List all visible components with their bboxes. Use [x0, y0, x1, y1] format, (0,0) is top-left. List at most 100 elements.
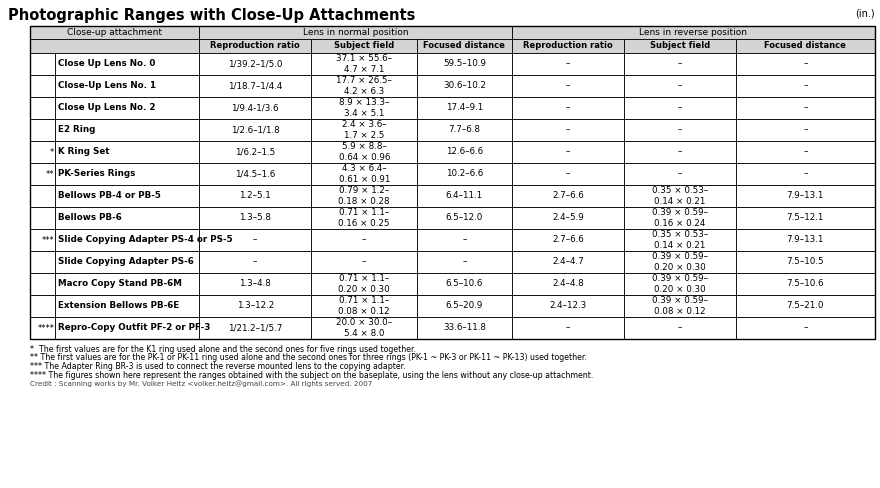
Text: Subject field: Subject field: [649, 41, 710, 50]
Bar: [417, 39, 511, 53]
Text: 8.9 × 13.3–
3.4 × 5.1: 8.9 × 13.3– 3.4 × 5.1: [339, 98, 389, 118]
Text: Reproduction ratio: Reproduction ratio: [210, 41, 300, 50]
Bar: [312, 251, 417, 273]
Text: Macro Copy Stand PB-6M: Macro Copy Stand PB-6M: [58, 280, 182, 288]
Text: 7.7–6.8: 7.7–6.8: [448, 125, 480, 135]
Bar: [736, 39, 875, 53]
Bar: [30, 163, 55, 185]
Bar: [417, 97, 511, 119]
Bar: [55, 141, 199, 163]
Text: *  The first values are for the K1 ring used alone and the second ones for five : * The first values are for the K1 ring u…: [30, 345, 416, 354]
Bar: [736, 119, 875, 141]
Text: 0.71 × 1.1–
0.20 × 0.30: 0.71 × 1.1– 0.20 × 0.30: [338, 274, 390, 294]
Text: 7.9–13.1: 7.9–13.1: [787, 191, 824, 201]
Text: –: –: [803, 60, 808, 68]
Bar: [312, 53, 417, 75]
Bar: [55, 53, 199, 75]
Bar: [736, 53, 875, 75]
Text: –: –: [462, 258, 466, 266]
Bar: [511, 295, 624, 317]
Bar: [736, 273, 875, 295]
Text: 17.4–9.1: 17.4–9.1: [445, 103, 483, 113]
Bar: [55, 273, 199, 295]
Bar: [624, 163, 736, 185]
Text: –: –: [566, 324, 570, 332]
Text: Close Up Lens No. 0: Close Up Lens No. 0: [58, 60, 156, 68]
Text: ** The first values are for the PK-1 or PK-11 ring used alone and the second one: ** The first values are for the PK-1 or …: [30, 353, 587, 363]
Bar: [199, 39, 312, 53]
Text: –: –: [566, 169, 570, 179]
Bar: [199, 53, 312, 75]
Text: Extension Bellows PB-6E: Extension Bellows PB-6E: [58, 302, 180, 310]
Text: Slide Copying Adapter PS-6: Slide Copying Adapter PS-6: [58, 258, 194, 266]
Text: Credit : Scanning works by Mr. Volker Heitz <volker.heitz@gmail.com>. All rights: Credit : Scanning works by Mr. Volker He…: [30, 380, 372, 387]
Text: 1/2.6–1/1.8: 1/2.6–1/1.8: [231, 125, 280, 135]
Bar: [511, 185, 624, 207]
Bar: [55, 317, 199, 339]
Text: 2.4–12.3: 2.4–12.3: [549, 302, 586, 310]
Bar: [417, 75, 511, 97]
Text: Lens in normal position: Lens in normal position: [303, 28, 408, 37]
Text: 0.71 × 1.1–
0.08 × 0.12: 0.71 × 1.1– 0.08 × 0.12: [339, 296, 390, 316]
Text: 0.35 × 0.53–
0.14 × 0.21: 0.35 × 0.53– 0.14 × 0.21: [652, 186, 708, 206]
Bar: [417, 207, 511, 229]
Bar: [30, 273, 55, 295]
Text: Focused distance: Focused distance: [423, 41, 505, 50]
Text: 2.4–4.8: 2.4–4.8: [552, 280, 583, 288]
Bar: [312, 119, 417, 141]
Bar: [55, 185, 199, 207]
Bar: [511, 207, 624, 229]
Text: 6.4–11.1: 6.4–11.1: [446, 191, 483, 201]
Bar: [199, 273, 312, 295]
Text: 0.39 × 0.59–
0.08 × 0.12: 0.39 × 0.59– 0.08 × 0.12: [652, 296, 708, 316]
Bar: [199, 229, 312, 251]
Text: 5.9 × 8.8–
0.64 × 0.96: 5.9 × 8.8– 0.64 × 0.96: [339, 142, 390, 162]
Text: –: –: [362, 236, 366, 244]
Text: –: –: [566, 103, 570, 113]
Text: –: –: [803, 81, 808, 90]
Bar: [30, 119, 55, 141]
Text: 1/9.4-1/3.6: 1/9.4-1/3.6: [231, 103, 279, 113]
Text: –: –: [362, 258, 366, 266]
Bar: [624, 185, 736, 207]
Text: 0.79 × 1.2–
0.18 × 0.28: 0.79 × 1.2– 0.18 × 0.28: [339, 186, 390, 206]
Bar: [736, 97, 875, 119]
Bar: [417, 53, 511, 75]
Bar: [199, 26, 511, 39]
Bar: [417, 119, 511, 141]
Bar: [199, 207, 312, 229]
Text: 1/4.5–1.6: 1/4.5–1.6: [235, 169, 275, 179]
Bar: [312, 295, 417, 317]
Bar: [624, 39, 736, 53]
Text: 7.5–21.0: 7.5–21.0: [787, 302, 824, 310]
Text: –: –: [253, 258, 257, 266]
Bar: [312, 97, 417, 119]
Bar: [312, 185, 417, 207]
Text: 37.1 × 55.6–
4.7 × 7.1: 37.1 × 55.6– 4.7 × 7.1: [336, 54, 392, 74]
Bar: [30, 53, 55, 75]
Text: ****: ****: [37, 324, 55, 332]
Bar: [312, 317, 417, 339]
Bar: [199, 317, 312, 339]
Bar: [511, 141, 624, 163]
Bar: [30, 251, 55, 273]
Bar: [199, 295, 312, 317]
Bar: [624, 229, 736, 251]
Text: Focused distance: Focused distance: [765, 41, 847, 50]
Text: –: –: [803, 125, 808, 135]
Bar: [30, 229, 55, 251]
Bar: [511, 75, 624, 97]
Bar: [417, 229, 511, 251]
Bar: [511, 119, 624, 141]
Bar: [55, 97, 199, 119]
Bar: [30, 26, 199, 39]
Text: –: –: [566, 147, 570, 157]
Text: 0.39 × 0.59–
0.16 × 0.24: 0.39 × 0.59– 0.16 × 0.24: [652, 208, 708, 228]
Bar: [312, 141, 417, 163]
Text: Reproduction ratio: Reproduction ratio: [523, 41, 612, 50]
Text: Slide Copying Adapter PS-4 or PS-5: Slide Copying Adapter PS-4 or PS-5: [58, 236, 233, 244]
Bar: [199, 251, 312, 273]
Bar: [417, 295, 511, 317]
Bar: [736, 229, 875, 251]
Text: *: *: [50, 147, 55, 157]
